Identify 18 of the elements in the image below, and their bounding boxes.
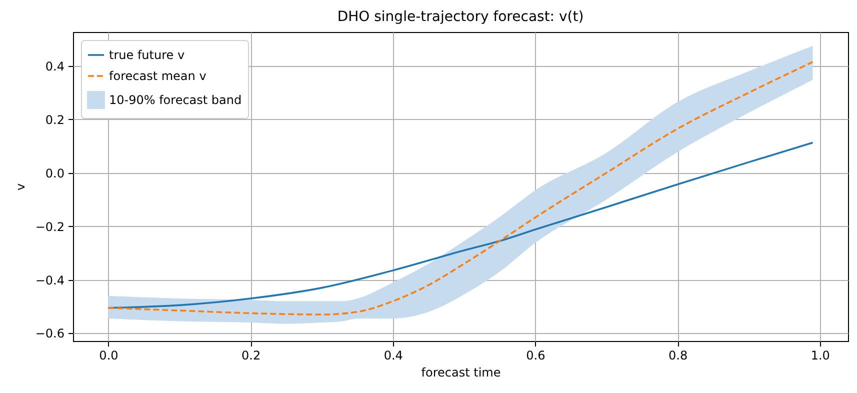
y-tick-label: −0.4 bbox=[35, 273, 64, 288]
x-axis-title: forecast time bbox=[421, 366, 501, 380]
x-tick-label: 0.6 bbox=[526, 348, 546, 362]
y-axis-title: v bbox=[13, 183, 28, 191]
legend-label: 10-90% forecast band bbox=[109, 93, 242, 107]
y-tick-label: −0.2 bbox=[35, 220, 64, 234]
y-tick-label: 0.4 bbox=[45, 59, 64, 74]
legend-label: true future v bbox=[109, 48, 185, 62]
legend-label: forecast mean v bbox=[109, 69, 206, 83]
x-tick-label: 0.2 bbox=[242, 348, 261, 362]
y-tick-label: 0.0 bbox=[45, 166, 64, 180]
x-tick-label: 0.0 bbox=[99, 348, 118, 362]
x-tick-label: 0.8 bbox=[668, 348, 688, 362]
chart-title: DHO single-trajectory forecast: v(t) bbox=[337, 9, 584, 25]
x-tick-label: 0.4 bbox=[384, 348, 403, 362]
y-tick-label: −0.6 bbox=[35, 326, 64, 341]
x-tick-label: 1.0 bbox=[810, 348, 830, 362]
y-tick-label: 0.2 bbox=[45, 112, 64, 127]
